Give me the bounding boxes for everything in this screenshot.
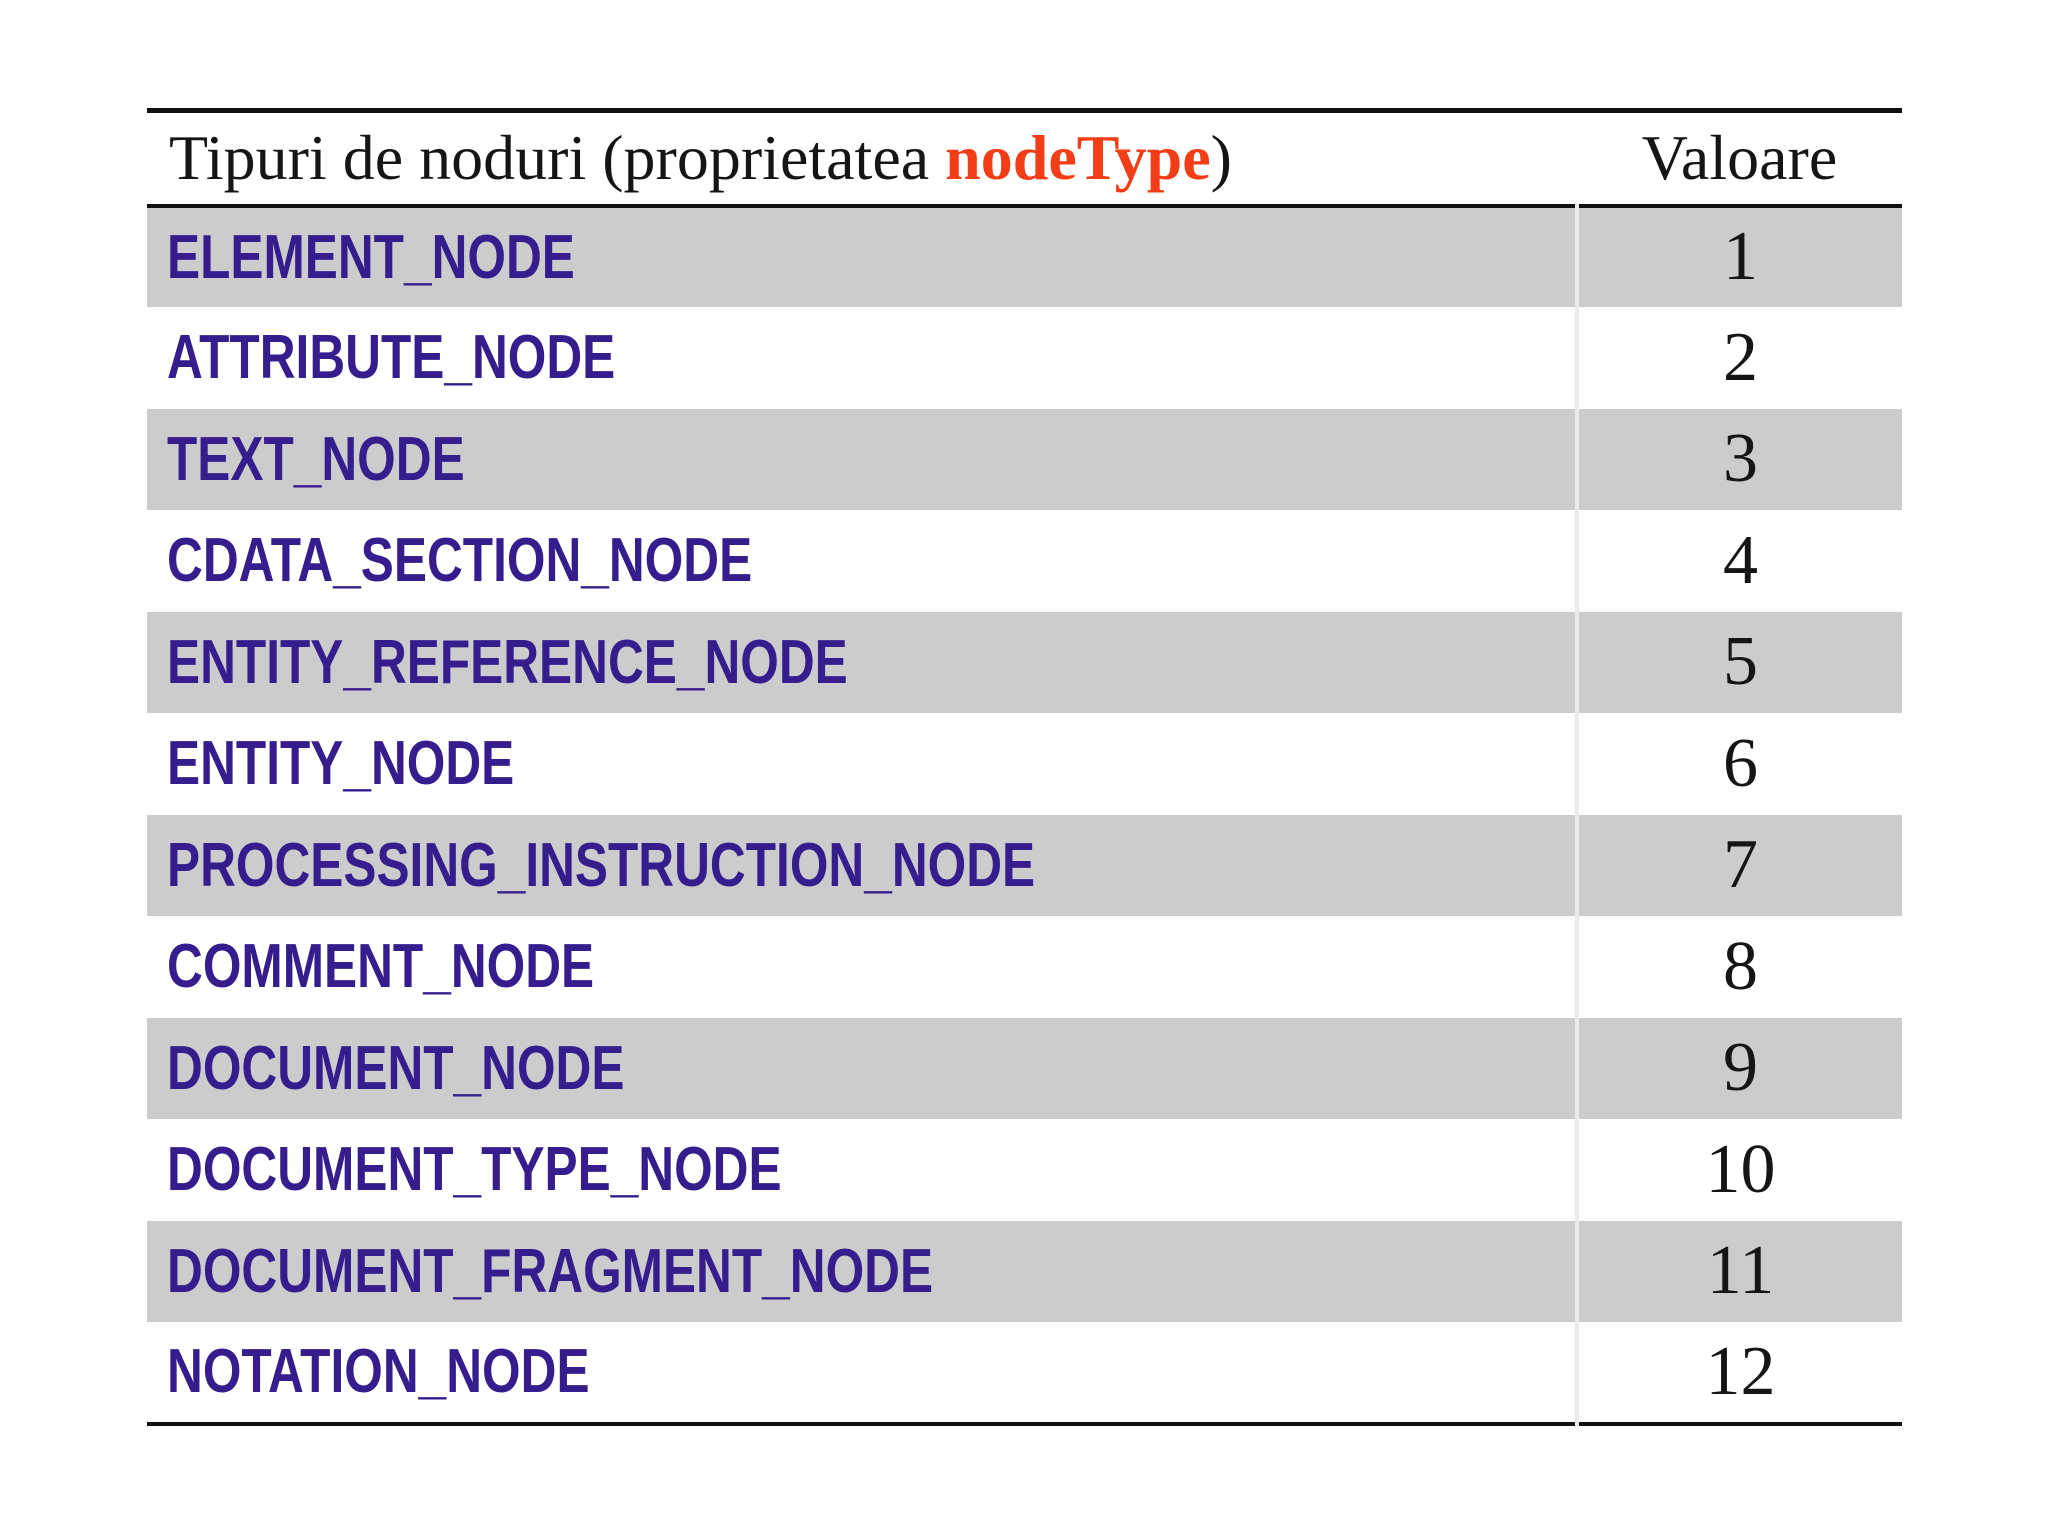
table-row: ELEMENT_NODE 1 [147,205,1902,308]
node-type-cell: ENTITY_NODE [147,713,1577,815]
header-node-types: Tipuri de noduri (proprietatea nodeType) [147,111,1577,206]
table-row: ENTITY_REFERENCE_NODE 5 [147,611,1902,714]
value-cell: 8 [1575,916,1902,1018]
node-type-cell: DOCUMENT_TYPE_NODE [147,1119,1577,1221]
node-type-cell: NOTATION_NODE [147,1322,1577,1424]
node-type-cell: CDATA_SECTION_NODE [147,510,1577,612]
table-row: CDATA_SECTION_NODE 4 [147,510,1902,612]
node-type-label: COMMENT_NODE [167,932,595,1002]
node-type-label: ELEMENT_NODE [167,222,575,292]
node-type-cell: TEXT_NODE [147,409,1577,511]
value-cell: 1 [1575,205,1902,307]
value-cell: 2 [1575,307,1902,409]
node-type-cell: ATTRIBUTE_NODE [147,307,1577,409]
value-cell: 6 [1575,713,1902,815]
table-row: ATTRIBUTE_NODE 2 [147,307,1902,409]
node-type-label: DOCUMENT_NODE [167,1033,625,1103]
node-type-label: CDATA_SECTION_NODE [167,526,753,596]
node-type-label: ATTRIBUTE_NODE [167,323,616,393]
table-row: DOCUMENT_FRAGMENT_NODE 11 [147,1220,1902,1323]
node-type-cell: DOCUMENT_NODE [147,1018,1577,1120]
node-type-cell: PROCESSING_INSTRUCTION_NODE [147,815,1577,917]
header-text-suffix: ) [1210,122,1232,194]
value-cell: 11 [1575,1220,1902,1322]
header-nodetype-highlight: nodeType [945,122,1211,194]
node-type-cell: ENTITY_REFERENCE_NODE [147,612,1577,714]
value-cell: 7 [1575,814,1902,916]
node-types-table: Tipuri de noduri (proprietatea nodeType)… [147,108,1902,1426]
node-type-label: NOTATION_NODE [167,1337,590,1407]
table-row: ENTITY_NODE 6 [147,713,1902,815]
node-type-label: PROCESSING_INSTRUCTION_NODE [167,830,1036,900]
value-cell: 10 [1575,1119,1902,1221]
table-header: Tipuri de noduri (proprietatea nodeType)… [147,111,1902,206]
table-row: COMMENT_NODE 8 [147,916,1902,1018]
value-cell: 3 [1575,408,1902,510]
node-type-label: DOCUMENT_TYPE_NODE [167,1135,782,1205]
node-type-cell: DOCUMENT_FRAGMENT_NODE [147,1221,1577,1323]
node-type-label: ENTITY_NODE [167,729,515,799]
node-type-label: ENTITY_REFERENCE_NODE [167,627,848,697]
header-valoare: Valoare [1641,122,1838,194]
node-type-cell: COMMENT_NODE [147,916,1577,1018]
table-row: DOCUMENT_NODE 9 [147,1017,1902,1120]
value-cell: 12 [1575,1322,1902,1424]
table-body: ELEMENT_NODE 1 ATTRIBUTE_NODE 2 TEXT_NOD… [147,205,1902,1424]
table-row: PROCESSING_INSTRUCTION_NODE 7 [147,814,1902,917]
node-type-label: TEXT_NODE [167,424,465,494]
value-cell: 9 [1575,1017,1902,1119]
node-type-label: DOCUMENT_FRAGMENT_NODE [167,1236,934,1306]
header-text-prefix: Tipuri de noduri (proprietatea [169,122,946,194]
value-cell: 4 [1575,510,1902,612]
table-row: TEXT_NODE 3 [147,408,1902,511]
node-type-cell: ELEMENT_NODE [147,206,1577,308]
header-row: Tipuri de noduri (proprietatea nodeType)… [147,111,1902,206]
table-row: NOTATION_NODE 12 [147,1322,1902,1424]
table-row: DOCUMENT_TYPE_NODE 10 [147,1119,1902,1221]
value-cell: 5 [1575,611,1902,713]
